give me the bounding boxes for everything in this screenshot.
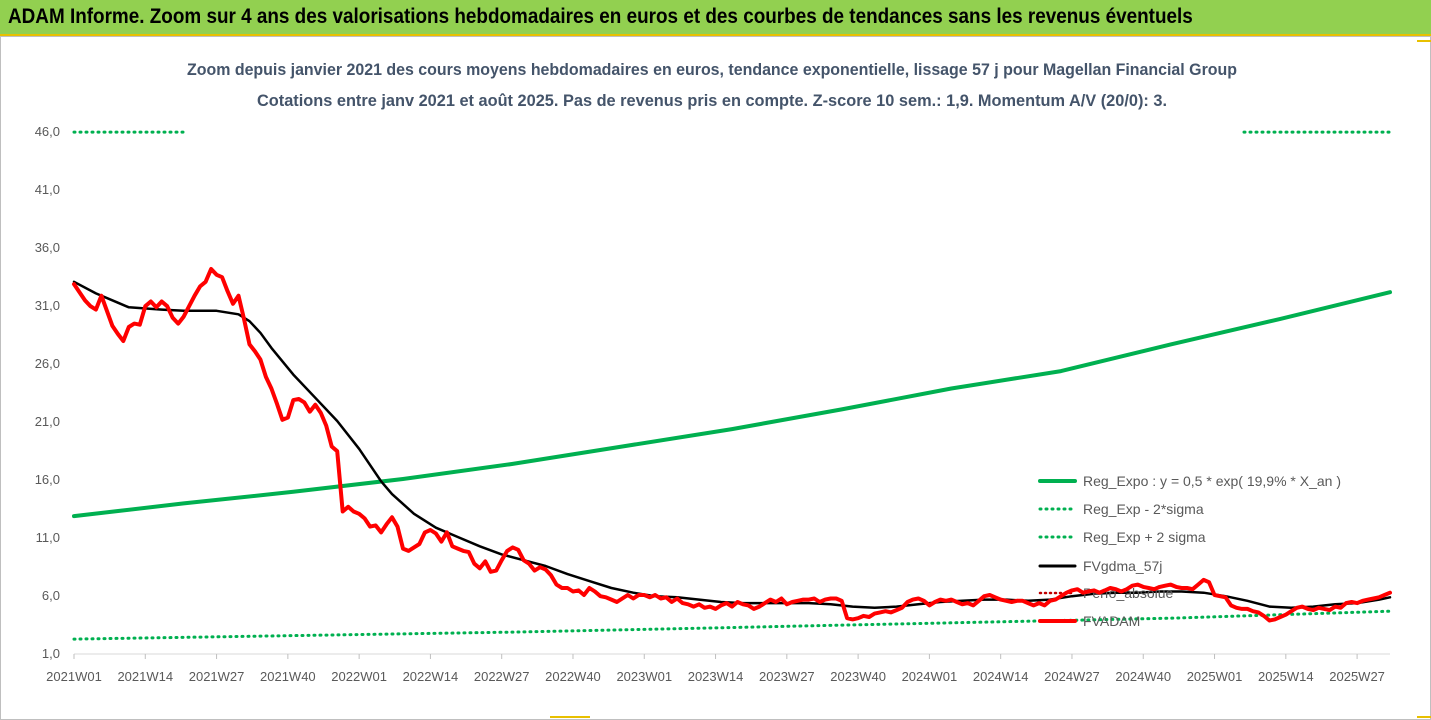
x-tick-label: 2021W01 [46,669,102,684]
x-tick-label: 2021W14 [117,669,173,684]
legend-item: FVADAM [1038,613,1140,629]
x-tick-label: 2022W27 [474,669,530,684]
legend-label: FVgdma_57j [1083,558,1162,574]
legend-item: FVgdma_57j [1038,558,1162,574]
x-tick-label: 2022W14 [403,669,459,684]
x-tick-label: 2022W01 [331,669,387,684]
y-tick-label: 21,0 [35,414,60,429]
x-tick-label: 2021W40 [260,669,316,684]
y-axis: 1,0 6,0 11,0 16,0 21,0 26,0 31,0 36,0 41,0 46,0 [35,124,60,661]
y-tick-label: 16,0 [35,472,60,487]
y-tick-label: 31,0 [35,298,60,313]
legend-label: Reg_Exp + 2 sigma [1083,529,1206,545]
y-tick-label: 36,0 [35,240,60,255]
x-axis: 2021W01 2021W14 2021W27 2021W40 2022W01 2022W… [46,653,1390,684]
x-tick-label: 2024W01 [902,669,958,684]
corner-mark [1417,716,1431,718]
series-reg-exp-minus-2sigma [72,609,1392,641]
legend-label: FVADAM [1083,613,1140,629]
x-tick-label: 2023W01 [616,669,672,684]
x-tick-label: 2024W27 [1044,669,1100,684]
chart-title-line1: Zoom depuis janvier 2021 des cours moyen… [187,60,1237,79]
series-fvadam [72,267,1392,623]
legend-label: Reg_Exp - 2*sigma [1083,501,1204,517]
fvadam-layer [72,267,1392,623]
chart-legend: Reg_Expo : y = 0,5 * exp( 19,9% * X_an )… [1038,473,1341,629]
y-tick-label: 41,0 [35,182,60,197]
report-banner: ADAM Informe. Zoom sur 4 ans des valoris… [0,0,1431,36]
x-tick-label: 2025W01 [1187,669,1243,684]
x-tick-label: 2025W14 [1258,669,1314,684]
x-tick-label: 2024W14 [973,669,1029,684]
chart-title-line2: Cotations entre janv 2021 et août 2025. … [257,91,1167,110]
corner-mark [550,716,590,718]
y-tick-label: 46,0 [35,124,60,139]
x-tick-label: 2023W14 [688,669,744,684]
x-tick-label: 2024W40 [1115,669,1171,684]
legend-label: Reg_Expo : y = 0,5 * exp( 19,9% * X_an ) [1083,473,1341,489]
x-tick-label: 2022W40 [545,669,601,684]
x-tick-label: 2025W27 [1329,669,1385,684]
legend-item: Reg_Exp + 2 sigma [1038,529,1206,545]
report-title: ADAM Informe. Zoom sur 4 ans des valoris… [8,5,1193,28]
x-tick-label: 2021W27 [189,669,245,684]
corner-mark [1417,40,1431,42]
plot-area [72,130,1392,641]
x-tick-label: 2023W27 [759,669,815,684]
y-tick-label: 11,0 [36,530,60,545]
series-reg-expo [72,290,1392,519]
legend-item: Reg_Exp - 2*sigma [1038,501,1204,517]
y-tick-label: 26,0 [35,356,60,371]
series-fvgdma-57j [72,280,1392,610]
y-tick-label: 1,0 [42,646,60,661]
legend-item: Reg_Expo : y = 0,5 * exp( 19,9% * X_an ) [1038,473,1341,489]
x-tick-label: 2023W40 [830,669,886,684]
y-tick-label: 6,0 [42,588,60,603]
